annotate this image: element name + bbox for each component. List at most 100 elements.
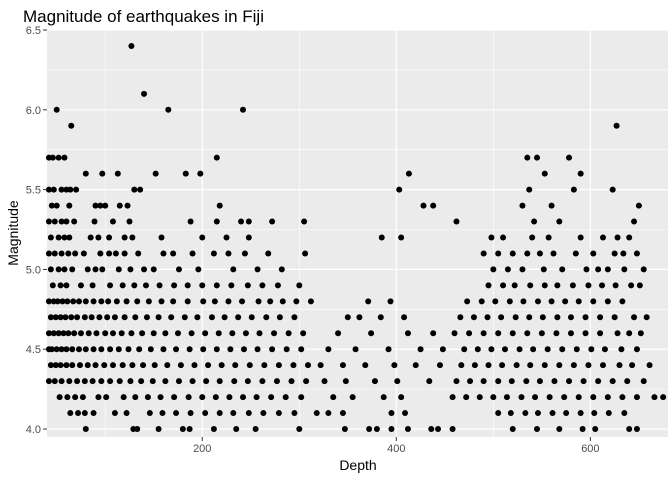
data-point <box>516 346 523 353</box>
data-point <box>259 378 266 385</box>
data-point <box>67 186 74 193</box>
data-point <box>640 266 647 273</box>
data-point <box>534 410 541 417</box>
data-point <box>480 378 487 385</box>
data-point <box>626 234 633 241</box>
data-point <box>156 282 163 289</box>
data-point <box>96 314 103 321</box>
data-point <box>609 186 616 193</box>
data-point <box>240 346 247 353</box>
data-point <box>556 218 563 225</box>
data-point <box>85 330 92 337</box>
data-point <box>129 362 136 369</box>
data-point <box>365 298 372 305</box>
data-point <box>480 330 487 337</box>
data-point <box>640 378 647 385</box>
data-point <box>527 362 534 369</box>
data-point <box>58 250 65 257</box>
data-point <box>82 298 89 305</box>
data-point <box>245 234 252 241</box>
data-point <box>398 234 405 241</box>
data-point <box>522 410 529 417</box>
data-point <box>500 282 507 289</box>
data-point <box>186 346 193 353</box>
data-point <box>435 426 442 433</box>
data-point <box>235 314 242 321</box>
data-point <box>485 362 492 369</box>
data-point <box>187 410 194 417</box>
data-point <box>195 266 202 273</box>
data-point <box>59 298 66 305</box>
data-point <box>106 250 113 257</box>
data-point <box>194 314 201 321</box>
data-point <box>526 314 533 321</box>
data-point <box>47 314 54 321</box>
data-point <box>129 234 136 241</box>
data-point <box>64 298 71 305</box>
data-point <box>199 394 206 401</box>
data-point <box>81 410 88 417</box>
data-point <box>275 410 282 417</box>
data-point <box>69 266 76 273</box>
data-point <box>626 330 633 337</box>
data-point <box>127 378 134 385</box>
data-point <box>93 330 100 337</box>
data-point <box>138 378 145 385</box>
data-point <box>155 314 162 321</box>
data-point <box>159 410 166 417</box>
data-point <box>339 362 346 369</box>
data-point <box>588 346 595 353</box>
data-point <box>90 346 97 353</box>
data-point <box>532 394 539 401</box>
data-point <box>575 298 582 305</box>
data-point <box>113 298 120 305</box>
data-point <box>307 298 314 305</box>
data-point <box>556 426 563 433</box>
data-point <box>488 234 495 241</box>
data-point <box>145 298 152 305</box>
data-point <box>570 362 577 369</box>
data-point <box>225 250 232 257</box>
data-point <box>182 170 189 177</box>
data-point <box>109 218 116 225</box>
data-point <box>591 410 598 417</box>
data-point <box>114 170 121 177</box>
data-point <box>566 378 573 385</box>
data-point <box>202 410 209 417</box>
data-point <box>165 106 172 113</box>
data-point <box>449 394 456 401</box>
data-point <box>60 330 67 337</box>
data-point <box>102 202 109 209</box>
data-point <box>203 378 210 385</box>
data-point <box>230 410 237 417</box>
data-point <box>253 394 260 401</box>
data-point <box>545 234 552 241</box>
data-point <box>98 298 105 305</box>
data-point <box>391 362 398 369</box>
data-point <box>51 378 58 385</box>
data-point <box>99 170 106 177</box>
data-point <box>186 426 193 433</box>
data-point <box>45 298 52 305</box>
data-point <box>619 394 626 401</box>
data-point <box>109 362 116 369</box>
data-point <box>103 394 110 401</box>
data-point <box>378 234 385 241</box>
data-point <box>119 282 126 289</box>
data-point <box>213 154 220 161</box>
data-point <box>636 282 643 289</box>
data-point <box>556 362 563 369</box>
data-point <box>211 298 218 305</box>
data-point <box>402 410 409 417</box>
data-point <box>55 266 62 273</box>
data-point <box>106 234 113 241</box>
data-point <box>366 426 373 433</box>
data-point <box>523 378 530 385</box>
data-point <box>98 346 105 353</box>
data-point <box>254 266 261 273</box>
data-point <box>134 426 141 433</box>
data-point <box>155 426 162 433</box>
data-point <box>599 282 606 289</box>
data-point <box>590 298 597 305</box>
